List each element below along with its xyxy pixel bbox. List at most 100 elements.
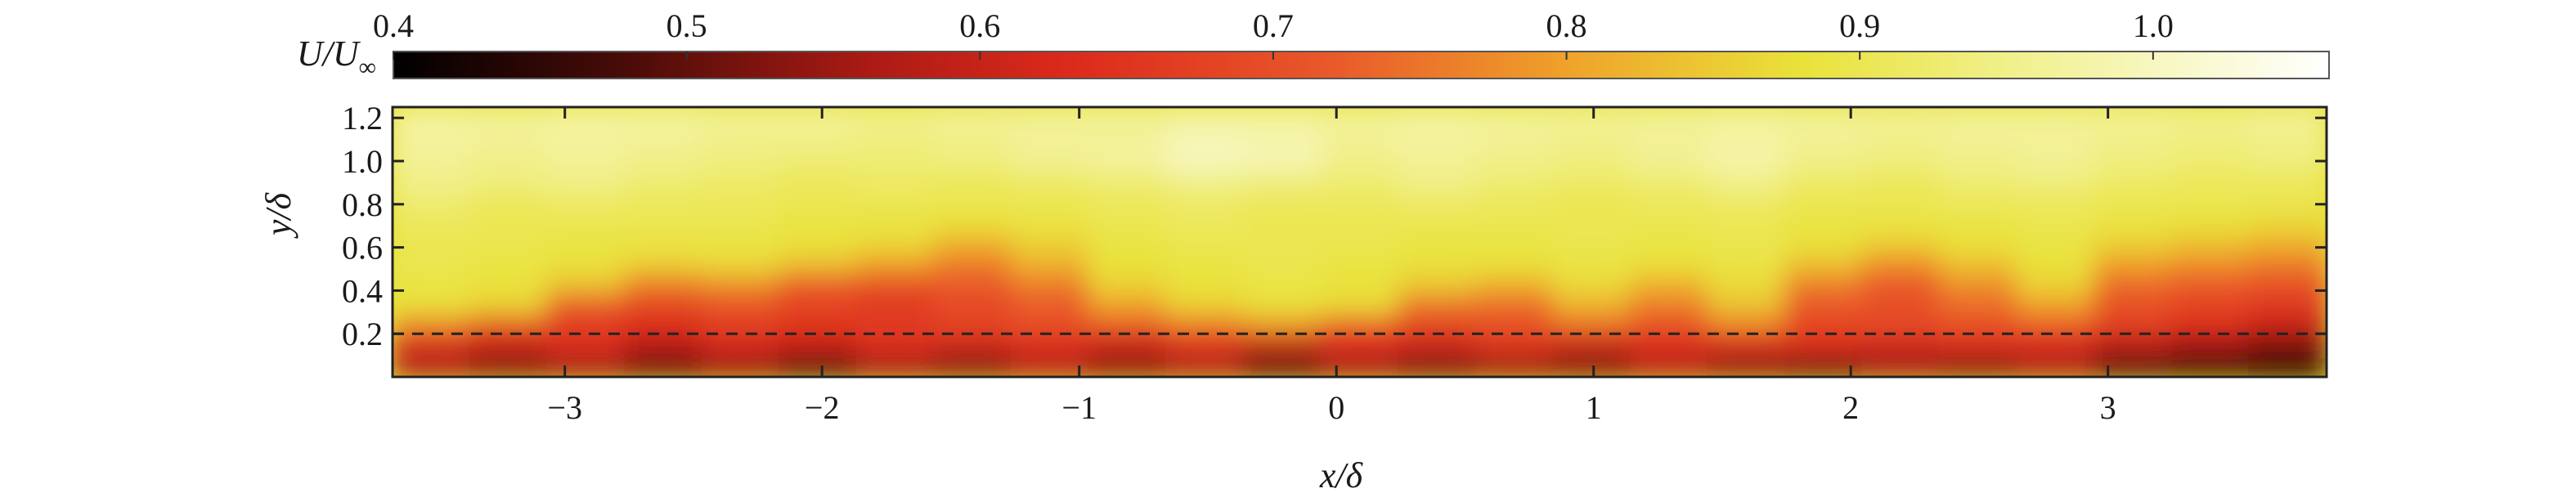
heatmap-cell (1397, 231, 1477, 253)
heatmap-cell (393, 209, 471, 233)
heatmap-cell (701, 168, 780, 191)
heatmap-cell (855, 293, 936, 316)
y-axis-ticks: 0.2 0.4 0.6 0.8 1.0 1.2 (342, 100, 2327, 352)
heatmap-cell (933, 293, 1012, 316)
heatmap-cell (623, 189, 703, 212)
heatmap-cell (469, 147, 549, 171)
heatmap-cell (623, 293, 703, 316)
heatmap-cell (393, 272, 471, 295)
heatmap-cell (623, 313, 703, 337)
y-tick-label: 0.2 (342, 316, 383, 352)
colorbar-tick-label: 1.0 (2133, 7, 2174, 44)
heatmap-cell (1707, 231, 1786, 253)
heatmap-cell (2248, 293, 2327, 316)
plot-frame (391, 105, 2328, 379)
heatmap-cell (1320, 209, 1399, 233)
heatmap-cell (2094, 313, 2173, 337)
heatmap-cell (1552, 293, 1631, 316)
heatmap-cell (933, 355, 1012, 377)
heatmap-cell (1397, 272, 1477, 295)
heatmap-cell (2094, 272, 2173, 295)
heatmap-cell (2016, 251, 2096, 275)
heatmap-cell (701, 107, 780, 129)
heatmap-cell (855, 272, 936, 295)
heatmap-cell (779, 168, 858, 191)
heatmap-cell (1474, 209, 1554, 233)
heatmap-cell (1474, 251, 1554, 275)
heatmap-cell (1010, 272, 1090, 295)
heatmap-cell (546, 293, 626, 316)
heatmap-cell (933, 147, 1012, 171)
heatmap-cell (1397, 293, 1477, 316)
heatmap-cell (1784, 127, 1864, 150)
heatmap-cell (1165, 127, 1245, 150)
heatmap-cell (546, 127, 626, 150)
heatmap-cell (469, 189, 549, 212)
heatmap-cell (1939, 272, 2018, 295)
heatmap-cell (1939, 231, 2018, 253)
heatmap-cell (855, 189, 936, 212)
heatmap-cell (1010, 107, 1090, 129)
heatmap-cell (1474, 355, 1554, 377)
x-tick-label: 0 (1328, 389, 1344, 426)
heatmap-cell (2170, 272, 2251, 295)
heatmap-cell (779, 209, 858, 233)
heatmap-cell (2016, 189, 2096, 212)
heatmap-cell (1242, 355, 1322, 377)
heatmap-cell (779, 251, 858, 275)
heatmap-cell (701, 209, 780, 233)
heatmap-cell (1088, 209, 1167, 233)
heatmap-cell (623, 107, 703, 129)
heatmap-cell (701, 147, 780, 171)
heatmap-cell (1939, 189, 2018, 212)
heatmap-cell (701, 127, 780, 150)
heatmap-cell (2248, 168, 2327, 191)
heatmap-cell (1165, 168, 1245, 191)
heatmap-cell (1010, 127, 1090, 150)
heatmap-cell (1939, 147, 2018, 171)
heatmap-cell (1474, 272, 1554, 295)
heatmap-cell (701, 189, 780, 212)
heatmap-cell (855, 209, 936, 233)
heatmap-cell (933, 107, 1012, 129)
heatmap-cell (701, 231, 780, 253)
heatmap-cell (1474, 293, 1554, 316)
heatmap-cell (1784, 313, 1864, 337)
heatmap-cell (2170, 147, 2251, 171)
heatmap-cell (1165, 107, 1245, 129)
heatmap-cell (1939, 107, 2018, 129)
heatmap-cell (1784, 293, 1864, 316)
heatmap-cell (933, 189, 1012, 212)
heatmap-cell (933, 231, 1012, 253)
heatmap-cell (1165, 293, 1245, 316)
x-tick-label: 2 (1842, 389, 1859, 426)
y-tick-label: 0.8 (342, 186, 383, 223)
heatmap-cell (1320, 231, 1399, 253)
heatmap-cell (1707, 355, 1786, 377)
colorbar-tick-label: 0.8 (1546, 7, 1587, 44)
heatmap-cell (1397, 209, 1477, 233)
heatmap-cell (1552, 251, 1631, 275)
heatmap-cell (546, 147, 626, 171)
heatmap-cell (1552, 127, 1631, 150)
heatmap-cell (546, 334, 626, 357)
heatmap-cell (1861, 107, 1941, 129)
heatmap-cell (1165, 147, 1245, 171)
heatmap-cell (1474, 107, 1554, 129)
heatmap-cell (546, 189, 626, 212)
heatmap-cell (469, 209, 549, 233)
heatmap-cell (933, 313, 1012, 337)
heatmap-cell (1242, 313, 1322, 337)
heatmap-cell (1320, 334, 1399, 357)
heatmap-cell (855, 251, 936, 275)
y-tick-label: 0.4 (342, 272, 383, 309)
heatmap-cell (393, 147, 471, 171)
heatmap-cell (1242, 293, 1322, 316)
heatmap-cell (393, 355, 471, 377)
heatmap-cell (1784, 209, 1864, 233)
heatmap-cell (1242, 231, 1322, 253)
colorbar-tick-label: 0.5 (666, 7, 707, 44)
heatmap-cell (1629, 107, 1709, 129)
x-axis-label: x/δ (1319, 455, 1364, 495)
heatmap-cell (546, 272, 626, 295)
